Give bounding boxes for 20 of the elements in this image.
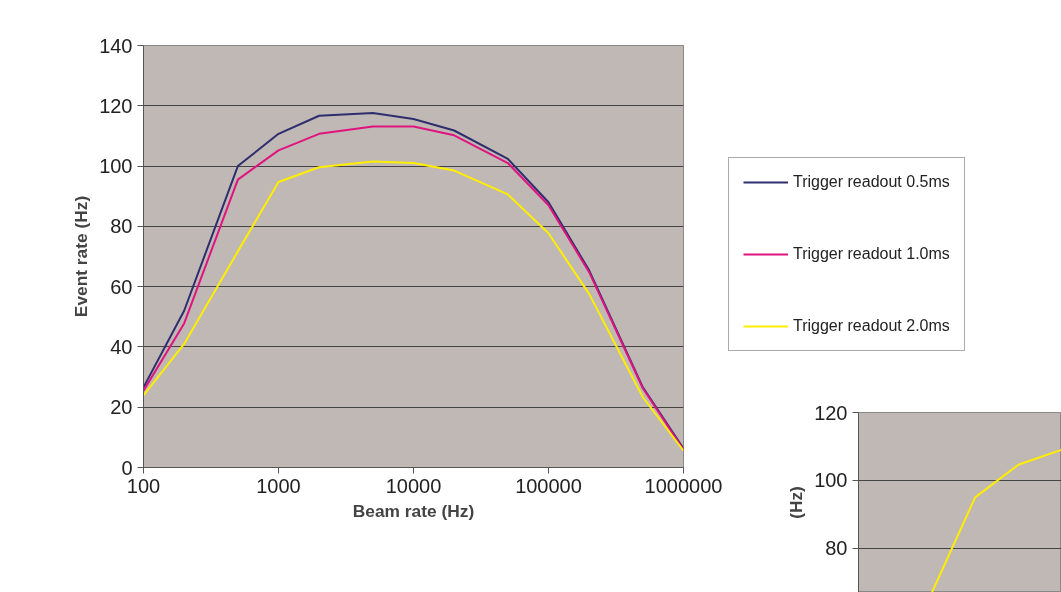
- y-tick-label: 120: [814, 401, 848, 424]
- y-axis-title: (Hz): [786, 486, 807, 519]
- y-tick-label: 60: [110, 275, 133, 298]
- legend-label: Trigger readout 2.0ms: [793, 317, 950, 335]
- y-tick-label: 40: [110, 335, 133, 358]
- y-tick-label: 100: [99, 155, 133, 178]
- x-tick-label: 10000: [385, 474, 442, 497]
- x-tick-label: 1000000: [644, 474, 723, 497]
- y-tick-label: 80: [825, 537, 848, 560]
- x-tick-label: 100000: [515, 474, 582, 497]
- y-axis-title: Event rate (Hz): [71, 195, 92, 318]
- legend-label: Trigger readout 0.5ms: [793, 173, 950, 191]
- line-series: [930, 448, 1061, 592]
- y-tick-label: 120: [99, 94, 133, 117]
- y-tick-label: 20: [110, 396, 133, 419]
- x-tick-label: 1000: [256, 474, 301, 497]
- x-axis-title: Beam rate (Hz): [352, 500, 475, 521]
- legend-label: Trigger readout 1.0ms: [793, 245, 950, 263]
- y-tick-label: 80: [110, 215, 133, 238]
- y-tick-label: 140: [99, 34, 133, 57]
